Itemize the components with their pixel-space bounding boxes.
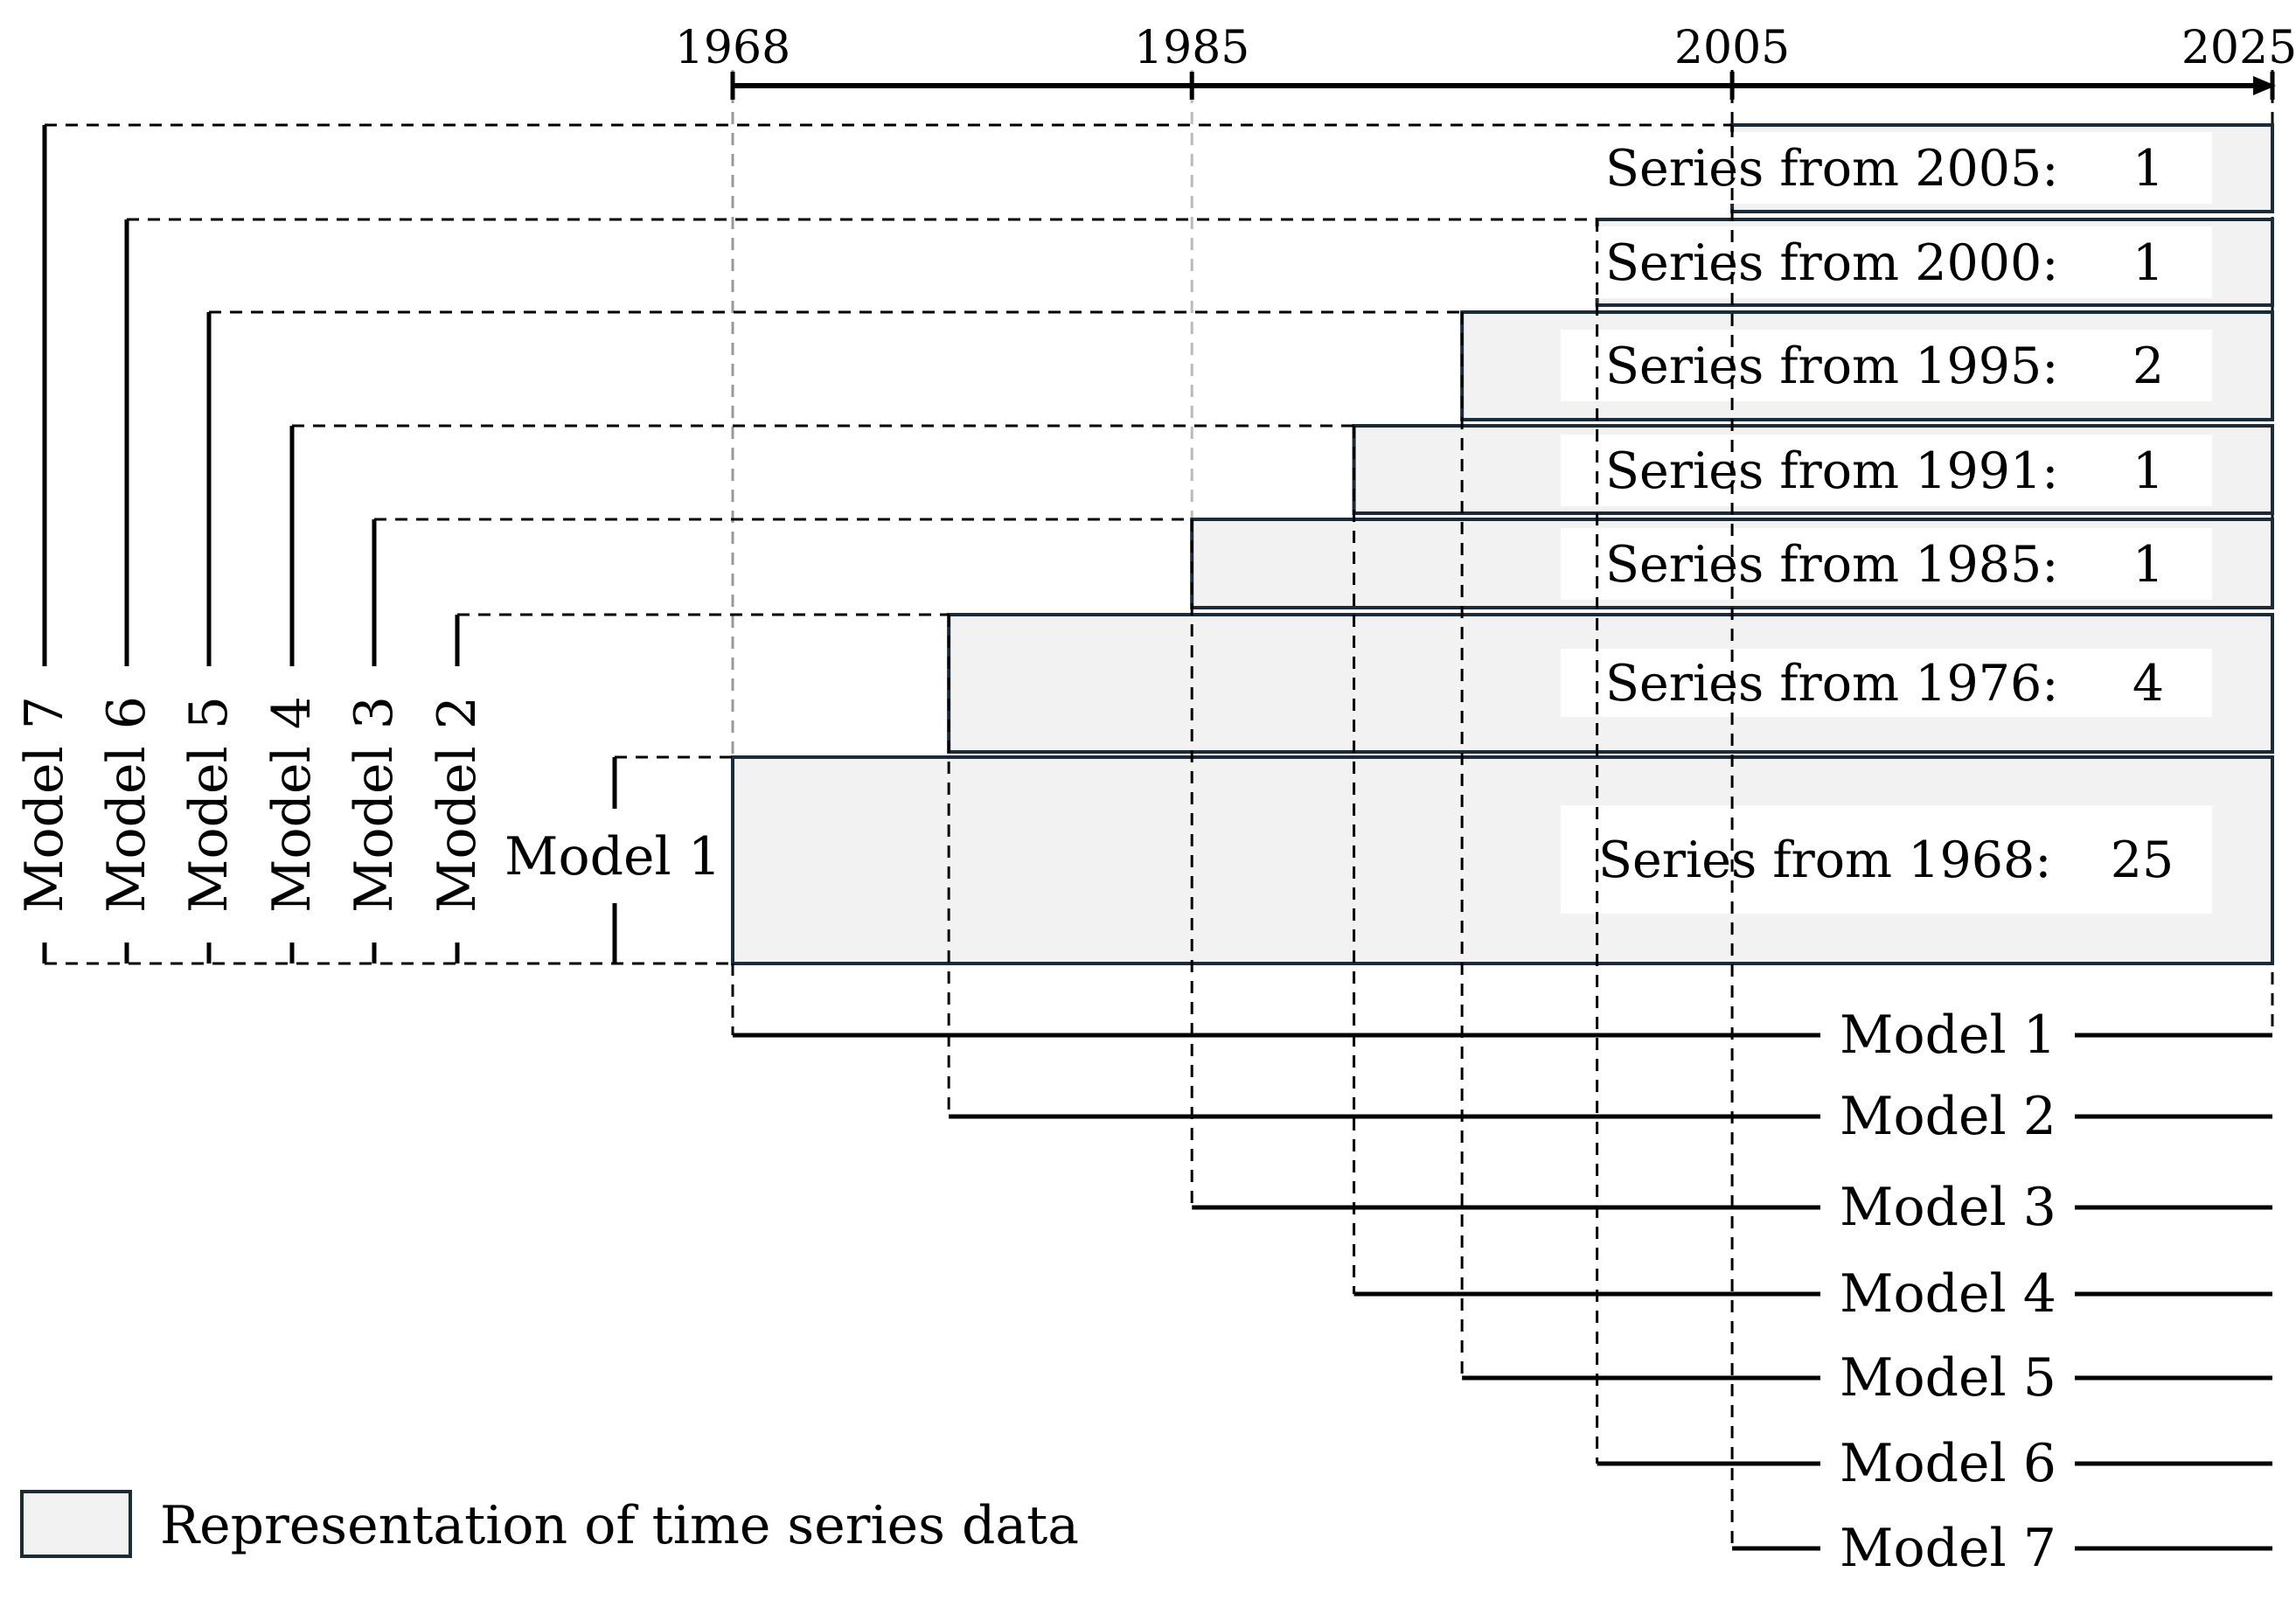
series-label-panel [1561, 330, 2212, 401]
series-label-panel [1561, 132, 2212, 204]
series-label: Series from 1976: [1605, 655, 2058, 713]
series-count: 1 [2132, 234, 2164, 292]
series-count: 25 [2111, 831, 2174, 889]
bottom-model-label: Model 3 [1840, 1177, 2056, 1238]
left-model-label: Model 1 [504, 826, 721, 887]
legend-label: Representation of time series data [160, 1495, 1079, 1556]
series-label-panel [1561, 528, 2212, 600]
axis-tick-label: 2025 [2181, 22, 2296, 74]
bottom-model-label: Model 4 [1840, 1263, 2056, 1325]
left-model-label: Model 6 [96, 696, 157, 913]
series-count: 1 [2132, 536, 2164, 594]
left-model-label: Model 5 [178, 696, 240, 913]
legend: Representation of time series data [20, 1490, 1079, 1558]
axis-arrowhead [2253, 76, 2276, 95]
left-model-label: Model 2 [427, 696, 488, 913]
series-label: Series from 2005: [1605, 140, 2058, 198]
series-boxes: Series from 1968: 25 Series from 1976: 4 Ser… [731, 123, 2274, 965]
series-label-panel [1561, 226, 2212, 298]
timeline-axis: 1968 1985 2005 2025 [675, 22, 2296, 100]
axis-tick-label: 2005 [1674, 22, 1790, 74]
left-model-label: Model 3 [344, 696, 405, 913]
left-model-label: Model 7 [14, 696, 75, 913]
bottom-model-label: Model 1 [1840, 1005, 2056, 1066]
series-count: 1 [2132, 140, 2164, 198]
axis-tick-label: 1968 [675, 22, 790, 74]
series-label: Series from 1991: [1605, 442, 2058, 500]
series-count: 2 [2132, 337, 2164, 395]
series-label: Series from 2000: [1605, 234, 2058, 292]
bottom-model-label: Model 7 [1840, 1518, 2056, 1579]
series-label-panel [1561, 649, 2212, 717]
series-label: Series from 1995: [1605, 337, 2058, 395]
left-model-brackets: Model 1 Model 2 Model 3 Model 4 Model 5 Model… [14, 123, 1733, 965]
series-label-panel [1561, 435, 2212, 506]
series-count: 1 [2132, 442, 2164, 500]
bottom-model-label: Model 6 [1840, 1433, 2056, 1494]
series-label-panel [1561, 805, 2212, 914]
bottom-model-label: Model 2 [1840, 1086, 2056, 1147]
bottom-model-label: Model 5 [1840, 1347, 2056, 1409]
series-label: Series from 1985: [1605, 536, 2058, 594]
left-model-label: Model 4 [261, 696, 323, 913]
series-label: Series from 1968: [1598, 831, 2051, 889]
bottom-model-lines: Model 1 Model 2 Model 3 Model 4 Model 5 Model… [731, 125, 2272, 1579]
axis-tick-label: 1985 [1134, 22, 1249, 74]
legend-swatch [20, 1490, 132, 1558]
series-count: 4 [2132, 655, 2164, 713]
